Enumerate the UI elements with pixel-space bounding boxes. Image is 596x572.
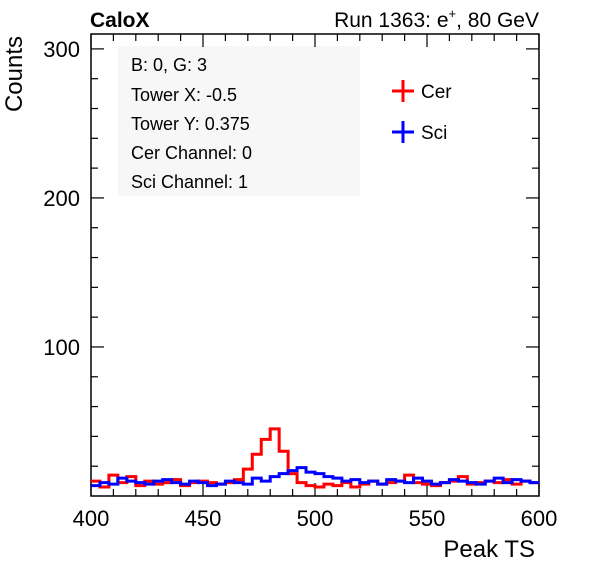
info-line: Tower Y: 0.375 bbox=[131, 114, 250, 134]
series-line-sci bbox=[91, 466, 539, 488]
legend-marker-sci bbox=[392, 121, 414, 143]
y-axis-title: Counts bbox=[1, 36, 28, 112]
header-right-prefix: Run 1363: e bbox=[334, 9, 448, 32]
info-line: B: 0, G: 3 bbox=[131, 55, 207, 75]
x-tick-label: 450 bbox=[185, 506, 222, 531]
series-layer bbox=[91, 427, 539, 489]
info-line: Cer Channel: 0 bbox=[131, 143, 252, 163]
x-tick-label: 500 bbox=[297, 506, 334, 531]
series-line-cer bbox=[91, 427, 539, 489]
x-axis-title: Peak TS bbox=[443, 536, 535, 563]
x-tick-label: 400 bbox=[73, 506, 110, 531]
info-line: Sci Channel: 1 bbox=[131, 172, 248, 192]
x-tick-label: 550 bbox=[409, 506, 446, 531]
legend-label-cer: Cer bbox=[421, 82, 452, 103]
header-right: Run 1363: e+, 80 GeV bbox=[334, 6, 539, 32]
header-right-sup: + bbox=[449, 6, 457, 21]
legend-label-sci: Sci bbox=[421, 123, 447, 144]
legend-marker-cer bbox=[392, 80, 414, 102]
header-left: CaloX bbox=[90, 9, 150, 32]
info-line: Tower X: -0.5 bbox=[131, 85, 237, 105]
info-box bbox=[118, 46, 360, 196]
y-tick-label: 100 bbox=[43, 335, 80, 360]
info-lines: B: 0, G: 3 Tower X: -0.5 Tower Y: 0.375 … bbox=[131, 55, 252, 192]
y-tick-label: 300 bbox=[43, 37, 80, 62]
x-tick-label: 600 bbox=[521, 506, 558, 531]
legend: Cer Sci bbox=[392, 80, 452, 144]
y-tick-label: 200 bbox=[43, 186, 80, 211]
header-right-suffix: , 80 GeV bbox=[456, 9, 539, 32]
